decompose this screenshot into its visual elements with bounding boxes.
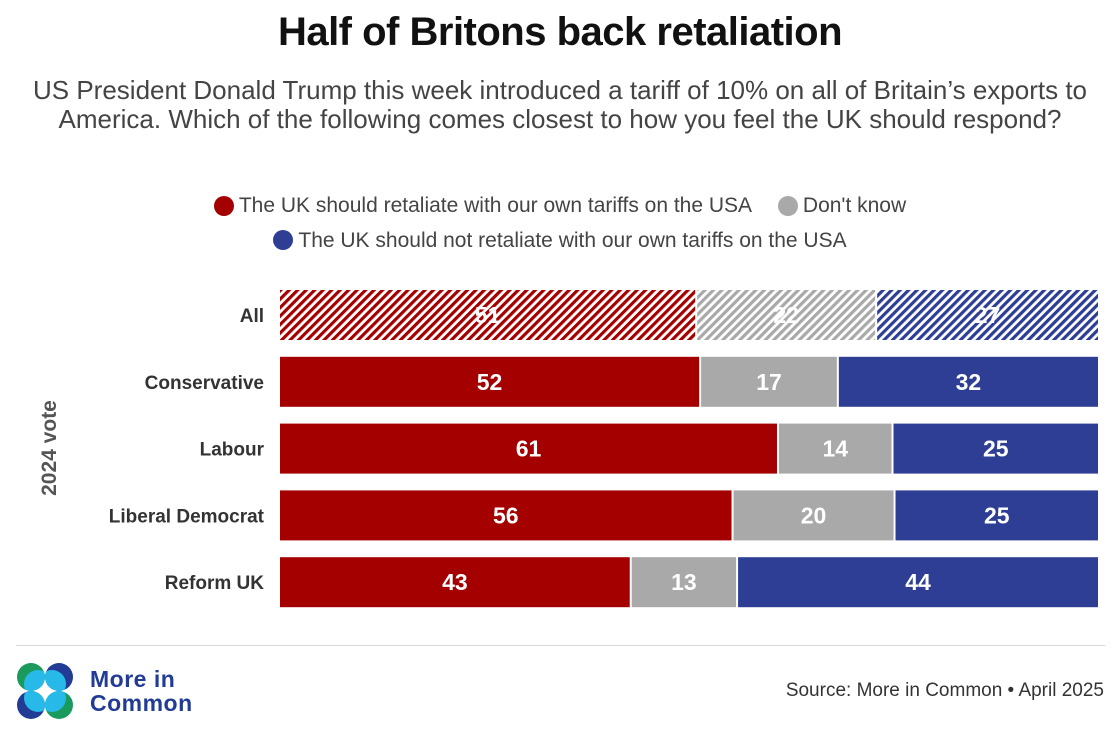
legend-swatch-retaliate <box>213 195 234 216</box>
value-label-labour-series-0: 61 <box>516 436 542 462</box>
value-label-liberal-democrat-series-2: 25 <box>984 502 1010 528</box>
stacked-bar-chart: All 51 22 27 Conservative 52 17 32 Labour 61 14 25 L… <box>109 290 1098 608</box>
brand-line-1: More in <box>90 666 176 692</box>
value-label-all-series-2: 27 <box>975 302 1001 328</box>
legend-label-dont-know: Don't know <box>802 194 907 217</box>
legend-swatch-dont-know <box>777 195 798 216</box>
category-label-liberal-democrat: Liberal Democrat <box>109 506 265 527</box>
value-label-conservative-series-1: 17 <box>756 369 782 395</box>
chart-subtitle: US President Donald Trump this week intr… <box>32 75 1088 134</box>
bar-reform-uk-series-1 <box>631 557 737 608</box>
bar-conservative-series-1 <box>701 356 837 407</box>
legend-item-dont-know: Don't know <box>777 190 907 221</box>
value-label-reform-uk-series-2: 44 <box>905 569 931 595</box>
bar-liberal-democrat-series-0 <box>280 490 732 541</box>
legend-label-not-retaliate: The UK should not retaliate with our own… <box>298 228 847 252</box>
bar-labour-series-1 <box>778 423 892 474</box>
value-label-all-series-0: 51 <box>475 302 501 328</box>
category-label-reform-uk: Reform UK <box>165 573 265 594</box>
bar-labour-series-2 <box>893 423 1098 474</box>
category-label-all: All <box>240 306 264 327</box>
legend-item-retaliate: The UK should retaliate with our own tar… <box>213 190 753 221</box>
value-label-reform-uk-series-0: 43 <box>442 569 468 595</box>
value-label-conservative-series-2: 32 <box>956 369 982 395</box>
bar-reform-uk-series-2 <box>738 557 1098 608</box>
legend-item-not-retaliate: The UK should not retaliate with our own… <box>273 225 847 256</box>
legend-label-retaliate: The UK should retaliate with our own tar… <box>238 194 753 217</box>
brand-logo: More in Common <box>16 662 193 720</box>
source-note: Source: More in Common • April 2025 <box>785 680 1104 701</box>
bar-liberal-democrat-series-2 <box>895 490 1098 541</box>
value-label-reform-uk-series-1: 13 <box>671 569 697 595</box>
bar-all-series-2 <box>877 290 1098 340</box>
bar-labour-series-0 <box>280 423 777 474</box>
bar-conservative-series-2 <box>838 356 1098 407</box>
value-label-labour-series-2: 25 <box>983 436 1009 462</box>
brand-name: More in Common <box>90 667 193 715</box>
value-label-liberal-democrat-series-0: 56 <box>493 502 519 528</box>
value-label-conservative-series-0: 52 <box>477 369 503 395</box>
bar-all-series-1 <box>697 290 876 340</box>
category-label-labour: Labour <box>200 440 265 461</box>
brand-line-2: Common <box>90 690 193 716</box>
legend-swatch-not-retaliate <box>273 230 294 250</box>
footer-divider <box>16 645 1105 646</box>
value-label-labour-series-1: 14 <box>822 436 848 462</box>
bar-all-series-0 <box>280 290 696 340</box>
value-label-all-series-1: 22 <box>773 302 799 328</box>
value-label-liberal-democrat-series-1: 20 <box>801 502 827 528</box>
category-label-conservative: Conservative <box>145 373 264 394</box>
bar-reform-uk-series-0 <box>280 557 630 608</box>
more-in-common-logo-icon <box>17 663 73 719</box>
bar-liberal-democrat-series-1 <box>733 490 894 541</box>
legend: The UK should retaliate with our own tar… <box>0 190 1120 259</box>
bar-conservative-series-0 <box>280 356 700 407</box>
chart-title: Half of Britons back retaliation <box>277 10 843 54</box>
